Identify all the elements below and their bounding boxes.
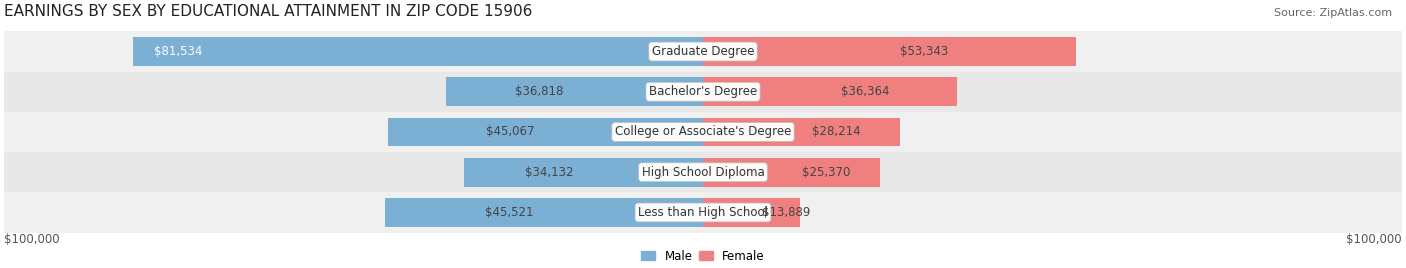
Text: $45,067: $45,067 bbox=[486, 125, 534, 139]
Text: $100,000: $100,000 bbox=[4, 233, 60, 245]
Text: $81,534: $81,534 bbox=[155, 45, 202, 58]
Text: $53,343: $53,343 bbox=[900, 45, 949, 58]
Text: $36,364: $36,364 bbox=[841, 85, 889, 98]
Text: Graduate Degree: Graduate Degree bbox=[652, 45, 754, 58]
Bar bbox=[385, 198, 703, 227]
Bar bbox=[703, 37, 1076, 66]
Bar bbox=[4, 72, 1402, 112]
Text: $28,214: $28,214 bbox=[813, 125, 860, 139]
Text: EARNINGS BY SEX BY EDUCATIONAL ATTAINMENT IN ZIP CODE 15906: EARNINGS BY SEX BY EDUCATIONAL ATTAINMEN… bbox=[4, 4, 533, 19]
Bar bbox=[703, 198, 800, 227]
Bar bbox=[388, 117, 703, 147]
Text: Less than High School: Less than High School bbox=[638, 206, 768, 219]
Text: High School Diploma: High School Diploma bbox=[641, 166, 765, 179]
Bar bbox=[4, 152, 1402, 192]
Text: $13,889: $13,889 bbox=[762, 206, 811, 219]
Text: $45,521: $45,521 bbox=[485, 206, 533, 219]
Bar bbox=[4, 192, 1402, 233]
Text: $34,132: $34,132 bbox=[524, 166, 574, 179]
Text: Source: ZipAtlas.com: Source: ZipAtlas.com bbox=[1274, 8, 1392, 18]
Bar bbox=[446, 77, 703, 106]
Text: $25,370: $25,370 bbox=[803, 166, 851, 179]
Bar bbox=[703, 158, 880, 187]
Bar bbox=[4, 31, 1402, 72]
Bar bbox=[703, 77, 957, 106]
Bar bbox=[4, 112, 1402, 152]
Bar bbox=[134, 37, 703, 66]
Text: College or Associate's Degree: College or Associate's Degree bbox=[614, 125, 792, 139]
Bar bbox=[703, 117, 900, 147]
Bar bbox=[464, 158, 703, 187]
Text: Bachelor's Degree: Bachelor's Degree bbox=[650, 85, 756, 98]
Text: $36,818: $36,818 bbox=[515, 85, 564, 98]
Text: $100,000: $100,000 bbox=[1346, 233, 1402, 245]
Legend: Male, Female: Male, Female bbox=[641, 250, 765, 263]
